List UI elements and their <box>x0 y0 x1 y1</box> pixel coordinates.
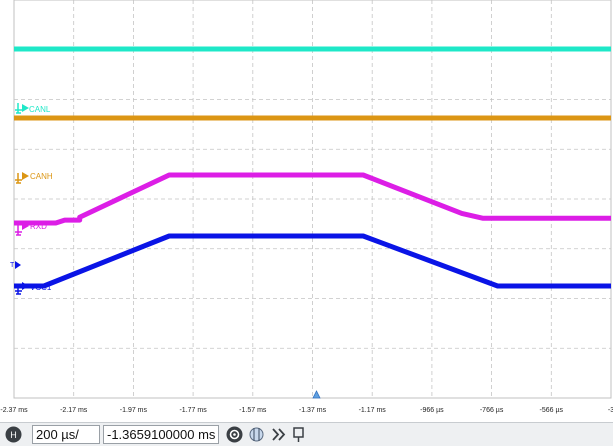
x-tick-label: -3 <box>608 407 613 414</box>
cursor-icon[interactable] <box>248 426 265 443</box>
svg-text:H: H <box>10 430 17 440</box>
rxd-label: RXD <box>30 222 47 231</box>
x-tick-label: -1.57 ms <box>239 407 267 414</box>
h-icon[interactable]: H <box>5 426 22 443</box>
forward-icon[interactable] <box>270 426 287 443</box>
x-tick-label: -2.37 ms <box>0 407 28 414</box>
status-bar: H 200 µs/ -1.3659100000 ms <box>0 422 613 446</box>
x-tick-label: -1.77 ms <box>179 407 207 414</box>
vcc1-label: VCC1 <box>30 283 52 292</box>
timebase-field[interactable]: 200 µs/ <box>32 425 100 444</box>
canl-label: CANL <box>29 105 51 114</box>
x-tick-label: -766 µs <box>480 407 504 414</box>
x-tick-label: -966 µs <box>420 407 444 414</box>
zoom-icon[interactable] <box>226 426 243 443</box>
canh-label: CANH <box>30 172 53 181</box>
x-tick-label: -2.17 ms <box>60 407 88 414</box>
marker-icon[interactable] <box>290 426 307 443</box>
svg-text:T: T <box>10 262 15 269</box>
oscilloscope-display: CANL CANH RXD T VCC1 -2.37 ms -2.17 ms -1.… <box>0 0 613 422</box>
x-tick-label: -1.97 ms <box>120 407 148 414</box>
offset-field[interactable]: -1.3659100000 ms <box>103 425 219 444</box>
x-tick-label: -1.17 ms <box>359 407 387 414</box>
x-tick-label: -1.37 ms <box>299 407 327 414</box>
x-tick-label: -566 µs <box>540 407 564 414</box>
